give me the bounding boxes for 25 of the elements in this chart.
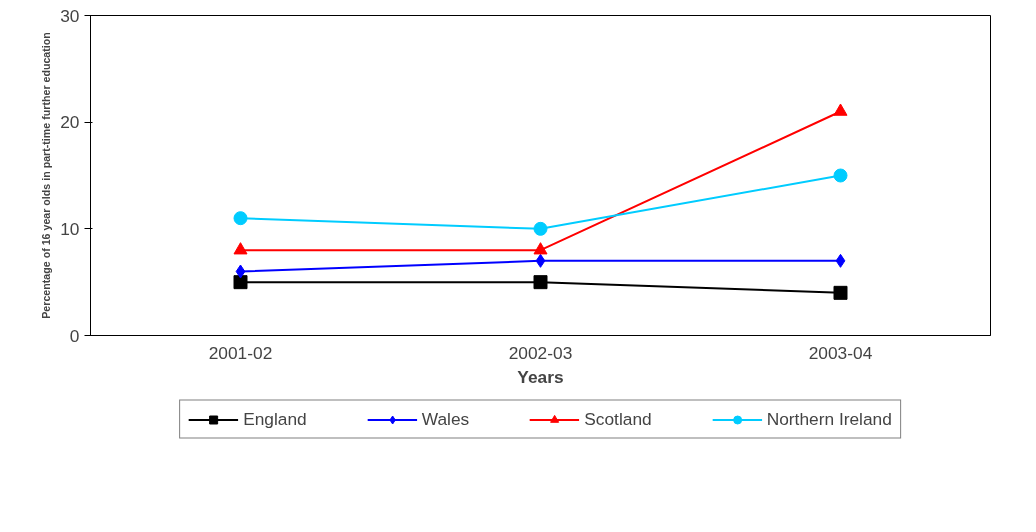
- y-tick-label: 30: [60, 5, 80, 26]
- point: [535, 253, 546, 268]
- legend-label: Scotland: [584, 408, 652, 430]
- point: [233, 275, 248, 290]
- point: [233, 211, 248, 226]
- legend-label: England: [243, 408, 307, 430]
- point: [835, 253, 846, 268]
- legend-label: Northern Ireland: [766, 408, 892, 430]
- x-tick-label: 2003-04: [808, 342, 873, 363]
- legend-label: Wales: [421, 408, 470, 430]
- point: [533, 242, 548, 255]
- y-axis-title: Percentage of 16 year olds in part-time further education: [40, 32, 53, 319]
- point: [533, 275, 548, 290]
- y-tick-label: 0: [69, 325, 80, 346]
- point: [233, 242, 248, 255]
- x-tick-label: 2002-03: [508, 342, 573, 363]
- x-axis-title: Years: [517, 366, 564, 387]
- point: [833, 168, 848, 183]
- y-tick-label: 20: [60, 112, 80, 133]
- y-tick-label: 10: [60, 218, 80, 239]
- point: [533, 221, 548, 236]
- x-tick-label: 2001-02: [208, 342, 273, 363]
- point: [235, 264, 246, 279]
- point: [833, 103, 848, 116]
- point: [833, 285, 848, 300]
